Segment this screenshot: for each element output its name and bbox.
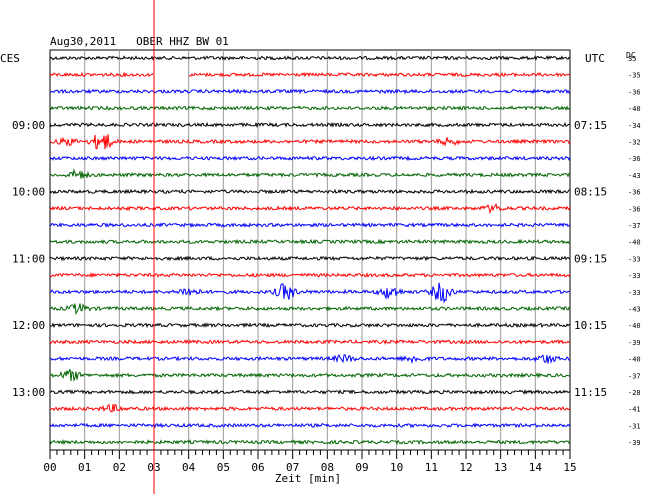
dc-offset-value: -33 (628, 289, 641, 297)
minute-grid (49, 49, 571, 451)
dc-offset-value: -43 (628, 306, 641, 314)
dc-offset-value: -36 (628, 189, 641, 197)
trace-line (49, 105, 571, 111)
right-time-label: 08:15 (574, 186, 607, 199)
dc-offset-value: -37 (628, 222, 641, 230)
x-axis: 00 01 02 03 04 05 06 07 08 09 10 11 12 13 14 15 (43, 0, 577, 494)
trace-line (49, 238, 571, 245)
trace-lines (49, 55, 571, 446)
trace-line (49, 155, 571, 162)
dc-offset-value: -40 (628, 105, 641, 113)
dc-offset-value: -36 (628, 205, 641, 213)
dc-offset-value: -35 (628, 72, 641, 80)
dc-offset-value: -28 (628, 389, 641, 397)
left-time-label: 11:00 (12, 252, 45, 265)
dc-offset-value: -33 (628, 255, 641, 263)
trace-line (49, 134, 571, 150)
dc-offset-value: -41 (628, 406, 641, 414)
x-tick-label: 10 (390, 461, 403, 474)
right-time-label: 11:15 (574, 386, 607, 399)
left-time-label: 13:00 (12, 386, 45, 399)
time-labels: 35 -35 -36 -40 -34 -32 -36 -43 -36 -36 -37 -40 -33 -3… (12, 55, 641, 447)
trace-line (49, 55, 571, 61)
dc-offset-value: -43 (628, 172, 641, 180)
x-tick-label: 12 (459, 461, 472, 474)
trace-line (49, 71, 571, 78)
trace-line (49, 272, 571, 279)
x-tick-label: 01 (78, 461, 91, 474)
trace-line (49, 88, 571, 95)
trace-line (49, 202, 571, 214)
trace-line (49, 255, 571, 262)
plot-frame (49, 49, 571, 451)
dc-offset-value: -40 (628, 322, 641, 330)
trace-line (49, 282, 571, 304)
trace-line (49, 121, 571, 128)
right-time-label: 10:15 (574, 319, 607, 332)
trace-line (49, 354, 571, 365)
dc-label: DC (626, 51, 636, 60)
x-tick-label: 04 (182, 461, 196, 474)
x-tick-label: 14 (529, 461, 543, 474)
dc-offset-value: -32 (628, 139, 641, 147)
left-time-label: 10:00 (12, 186, 45, 199)
trace-line (49, 389, 571, 395)
dc-offset-value: -36 (628, 88, 641, 96)
x-tick-label: 08 (321, 461, 334, 474)
dc-offset-value: -39 (628, 439, 641, 447)
dc-offset-value: -40 (628, 356, 641, 364)
x-tick-label: 06 (251, 461, 264, 474)
trace-line (49, 439, 571, 446)
chart-title: Aug30,2011 OBER HHZ BW 01 (50, 35, 229, 48)
trace-line (49, 403, 571, 413)
x-tick-label: 00 (43, 461, 56, 474)
dc-offset-value: -37 (628, 372, 641, 380)
x-tick-label: 13 (494, 461, 507, 474)
x-tick-label: 09 (355, 461, 368, 474)
left-time-label: 12:00 (12, 319, 45, 332)
right-time-label: 09:15 (574, 252, 607, 265)
trace-line (49, 338, 571, 345)
trace-line (49, 188, 571, 195)
x-axis-label: Zeit [min] (275, 472, 341, 485)
left-time-label: 09:00 (12, 119, 45, 132)
x-tick-label: 15 (563, 461, 576, 474)
dc-offset-value: -33 (628, 272, 641, 280)
x-tick-label: 05 (217, 461, 230, 474)
x-tick-label: 07 (286, 461, 299, 474)
trace-line (50, 368, 571, 383)
x-tick-label: 11 (425, 461, 438, 474)
dc-offset-value: 35 (628, 55, 636, 63)
right-time-label: 07:15 (574, 119, 607, 132)
trace-line (49, 168, 571, 179)
trace-line (49, 222, 571, 229)
dc-offset-value: -40 (628, 239, 641, 247)
trace-line (49, 322, 570, 329)
right-timezone-label: UTC (585, 52, 605, 65)
dc-offset-value: -39 (628, 339, 641, 347)
trace-line (49, 422, 571, 429)
dc-offset-value: -34 (628, 122, 641, 130)
left-timezone-label: CES (0, 52, 20, 65)
dc-offset-value: -31 (628, 422, 641, 430)
trace-line (49, 303, 571, 316)
x-tick-label: 02 (113, 461, 126, 474)
dc-offset-value: -36 (628, 155, 641, 163)
